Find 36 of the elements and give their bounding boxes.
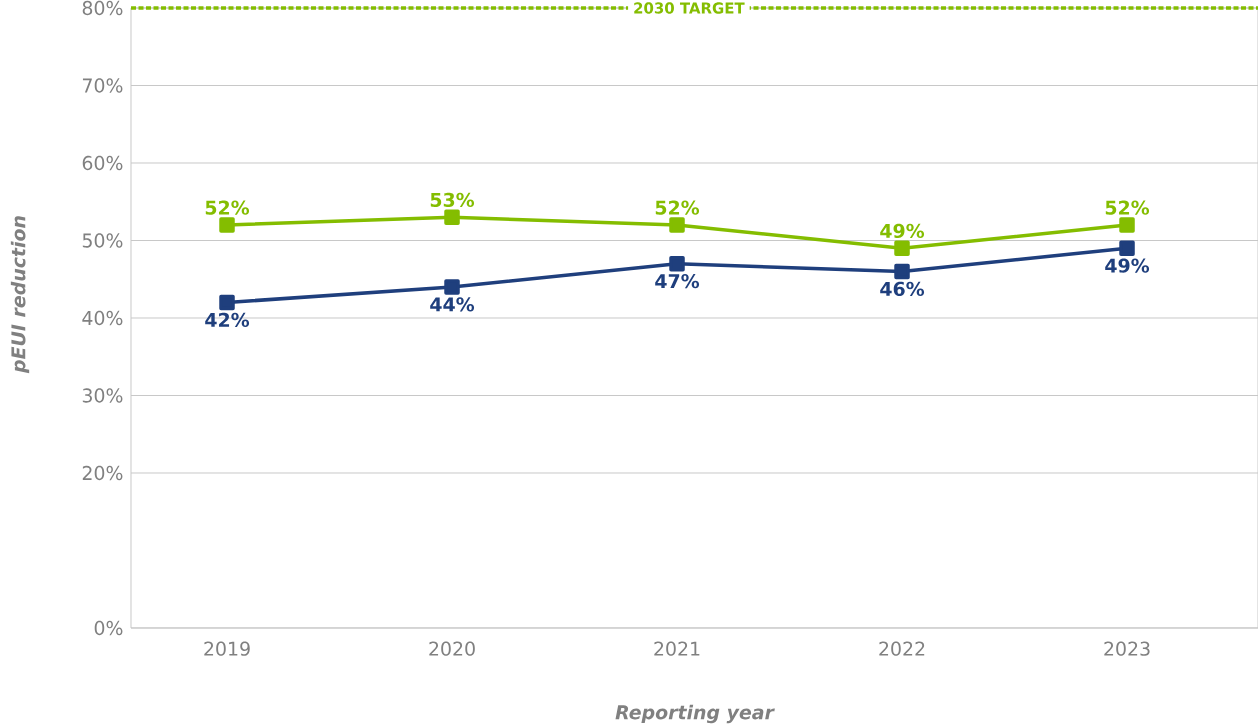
point [219,217,235,233]
x-tick-label: 2022 [879,641,925,656]
y-tick-label: 60% [82,155,123,171]
data-label: 52% [655,200,700,215]
data-label: 52% [1105,200,1150,215]
data-label: 53% [430,192,475,208]
point [1119,217,1135,233]
y-tick-label: 30% [82,388,123,403]
y-tick-label: 20% [82,465,123,481]
x-tick-label: 2020 [429,641,475,656]
y-tick-label: 70% [82,78,123,93]
data-label: 44% [430,297,475,312]
point [444,279,460,295]
point [894,263,910,280]
data-label: 49% [880,223,925,239]
data-label: 52% [205,200,250,215]
y-tick-label: 40% [82,310,123,326]
y-axis-title: pEUI reduction [10,216,30,374]
point [444,209,460,225]
y-tick-label: 50% [82,233,123,248]
x-axis-title: Reporting year [615,704,775,724]
y-tick-label: 0% [94,620,123,636]
point [894,240,910,256]
point [669,255,685,272]
data-label: 46% [880,281,925,296]
ref-line-label: 2030 TARGET [634,2,745,14]
data-label: 42% [205,312,250,327]
y-tick-label: 80% [82,0,123,16]
point [669,217,685,233]
data-label: 49% [1105,258,1150,273]
x-tick-label: 2019 [204,641,250,656]
x-tick-label: 2021 [654,641,700,656]
point [219,294,235,311]
point [1119,240,1135,256]
x-tick-label: 2023 [1104,641,1150,656]
data-label: 47% [655,273,700,289]
